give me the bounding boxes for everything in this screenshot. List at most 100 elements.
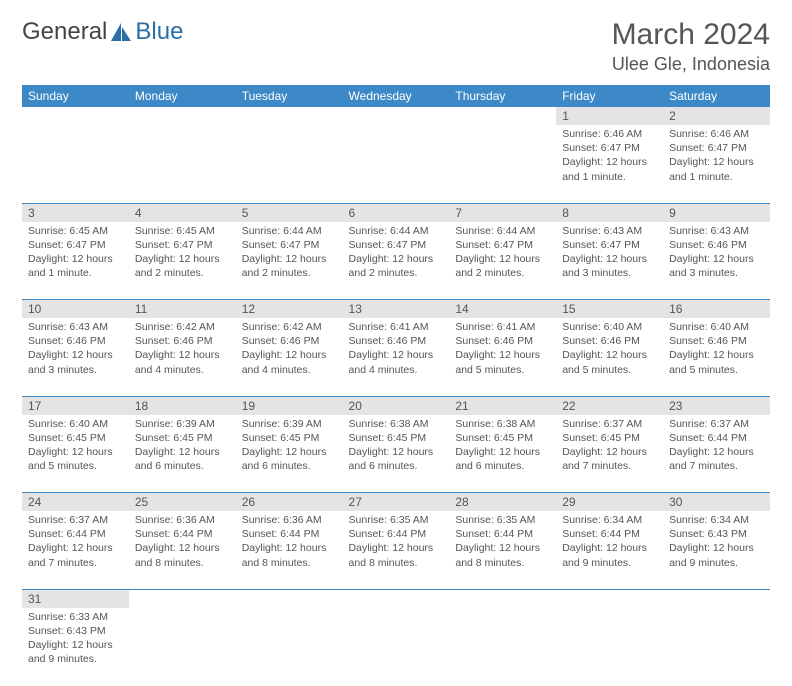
day-number: 1 [556, 107, 663, 125]
daylight-text: and 4 minutes. [242, 363, 337, 377]
day-number [343, 107, 450, 125]
sunset-text: Sunset: 6:46 PM [669, 334, 764, 348]
detail-row: Sunrise: 6:37 AMSunset: 6:44 PMDaylight:… [22, 511, 770, 589]
daylight-text: and 7 minutes. [669, 459, 764, 473]
sunrise-text: Sunrise: 6:38 AM [455, 417, 550, 431]
weekday-header: Friday [556, 85, 663, 107]
sunset-text: Sunset: 6:46 PM [455, 334, 550, 348]
daylight-text: Daylight: 12 hours [669, 155, 764, 169]
daylight-text: and 5 minutes. [455, 363, 550, 377]
daylight-text: and 7 minutes. [28, 556, 123, 570]
sunset-text: Sunset: 6:46 PM [242, 334, 337, 348]
day-cell: Sunrise: 6:40 AMSunset: 6:45 PMDaylight:… [22, 415, 129, 493]
day-number: 12 [236, 300, 343, 319]
day-number: 26 [236, 493, 343, 512]
sunrise-text: Sunrise: 6:46 AM [562, 127, 657, 141]
sunset-text: Sunset: 6:47 PM [562, 238, 657, 252]
day-number [449, 589, 556, 608]
day-number [449, 107, 556, 125]
daylight-text: and 7 minutes. [562, 459, 657, 473]
day-number: 10 [22, 300, 129, 319]
day-cell: Sunrise: 6:44 AMSunset: 6:47 PMDaylight:… [343, 222, 450, 300]
sunrise-text: Sunrise: 6:41 AM [455, 320, 550, 334]
sunset-text: Sunset: 6:45 PM [455, 431, 550, 445]
sunset-text: Sunset: 6:43 PM [669, 527, 764, 541]
day-cell [236, 125, 343, 203]
sunset-text: Sunset: 6:47 PM [349, 238, 444, 252]
sunset-text: Sunset: 6:46 PM [135, 334, 230, 348]
daylight-text: Daylight: 12 hours [455, 252, 550, 266]
day-cell [556, 608, 663, 686]
daylight-text: and 8 minutes. [455, 556, 550, 570]
day-cell: Sunrise: 6:43 AMSunset: 6:46 PMDaylight:… [663, 222, 770, 300]
day-number: 2 [663, 107, 770, 125]
day-cell: Sunrise: 6:36 AMSunset: 6:44 PMDaylight:… [236, 511, 343, 589]
day-cell [663, 608, 770, 686]
daylight-text: Daylight: 12 hours [669, 348, 764, 362]
daylight-text: and 5 minutes. [28, 459, 123, 473]
daylight-text: Daylight: 12 hours [28, 638, 123, 652]
sail-icon [109, 21, 133, 43]
day-number: 20 [343, 396, 450, 415]
day-cell: Sunrise: 6:40 AMSunset: 6:46 PMDaylight:… [556, 318, 663, 396]
daylight-text: and 3 minutes. [28, 363, 123, 377]
daylight-text: Daylight: 12 hours [562, 445, 657, 459]
day-number: 27 [343, 493, 450, 512]
daylight-text: and 8 minutes. [135, 556, 230, 570]
weekday-header: Thursday [449, 85, 556, 107]
sunset-text: Sunset: 6:43 PM [28, 624, 123, 638]
sunset-text: Sunset: 6:44 PM [349, 527, 444, 541]
daylight-text: and 4 minutes. [349, 363, 444, 377]
day-number [22, 107, 129, 125]
day-cell [129, 608, 236, 686]
sunrise-text: Sunrise: 6:40 AM [669, 320, 764, 334]
weekday-header: Tuesday [236, 85, 343, 107]
day-cell: Sunrise: 6:36 AMSunset: 6:44 PMDaylight:… [129, 511, 236, 589]
daylight-text: Daylight: 12 hours [562, 252, 657, 266]
daynum-row: 10111213141516 [22, 300, 770, 319]
day-number: 7 [449, 203, 556, 222]
daynum-row: 17181920212223 [22, 396, 770, 415]
day-cell [343, 125, 450, 203]
daylight-text: Daylight: 12 hours [28, 445, 123, 459]
sunrise-text: Sunrise: 6:44 AM [455, 224, 550, 238]
weekday-header: Monday [129, 85, 236, 107]
daylight-text: Daylight: 12 hours [135, 348, 230, 362]
daynum-row: 12 [22, 107, 770, 125]
day-cell: Sunrise: 6:46 AMSunset: 6:47 PMDaylight:… [556, 125, 663, 203]
day-cell: Sunrise: 6:43 AMSunset: 6:46 PMDaylight:… [22, 318, 129, 396]
calendar-table: Sunday Monday Tuesday Wednesday Thursday… [22, 85, 770, 686]
daynum-row: 24252627282930 [22, 493, 770, 512]
location-label: Ulee Gle, Indonesia [612, 54, 770, 75]
day-number: 9 [663, 203, 770, 222]
day-cell [449, 125, 556, 203]
day-number: 6 [343, 203, 450, 222]
sunrise-text: Sunrise: 6:46 AM [669, 127, 764, 141]
daylight-text: Daylight: 12 hours [135, 445, 230, 459]
day-number [343, 589, 450, 608]
day-number: 17 [22, 396, 129, 415]
day-number: 23 [663, 396, 770, 415]
sunrise-text: Sunrise: 6:42 AM [242, 320, 337, 334]
daylight-text: Daylight: 12 hours [28, 348, 123, 362]
sunrise-text: Sunrise: 6:39 AM [242, 417, 337, 431]
detail-row: Sunrise: 6:45 AMSunset: 6:47 PMDaylight:… [22, 222, 770, 300]
sunrise-text: Sunrise: 6:34 AM [562, 513, 657, 527]
daylight-text: and 2 minutes. [349, 266, 444, 280]
day-cell: Sunrise: 6:42 AMSunset: 6:46 PMDaylight:… [129, 318, 236, 396]
title-block: March 2024 Ulee Gle, Indonesia [612, 18, 770, 75]
day-cell: Sunrise: 6:42 AMSunset: 6:46 PMDaylight:… [236, 318, 343, 396]
sunset-text: Sunset: 6:46 PM [562, 334, 657, 348]
day-cell: Sunrise: 6:37 AMSunset: 6:44 PMDaylight:… [22, 511, 129, 589]
day-number: 29 [556, 493, 663, 512]
daylight-text: Daylight: 12 hours [28, 252, 123, 266]
day-cell: Sunrise: 6:43 AMSunset: 6:47 PMDaylight:… [556, 222, 663, 300]
daylight-text: Daylight: 12 hours [349, 348, 444, 362]
day-cell: Sunrise: 6:33 AMSunset: 6:43 PMDaylight:… [22, 608, 129, 686]
daylight-text: and 8 minutes. [349, 556, 444, 570]
sunset-text: Sunset: 6:45 PM [135, 431, 230, 445]
day-cell [449, 608, 556, 686]
weekday-header: Wednesday [343, 85, 450, 107]
daynum-row: 3456789 [22, 203, 770, 222]
daylight-text: and 1 minute. [669, 170, 764, 184]
